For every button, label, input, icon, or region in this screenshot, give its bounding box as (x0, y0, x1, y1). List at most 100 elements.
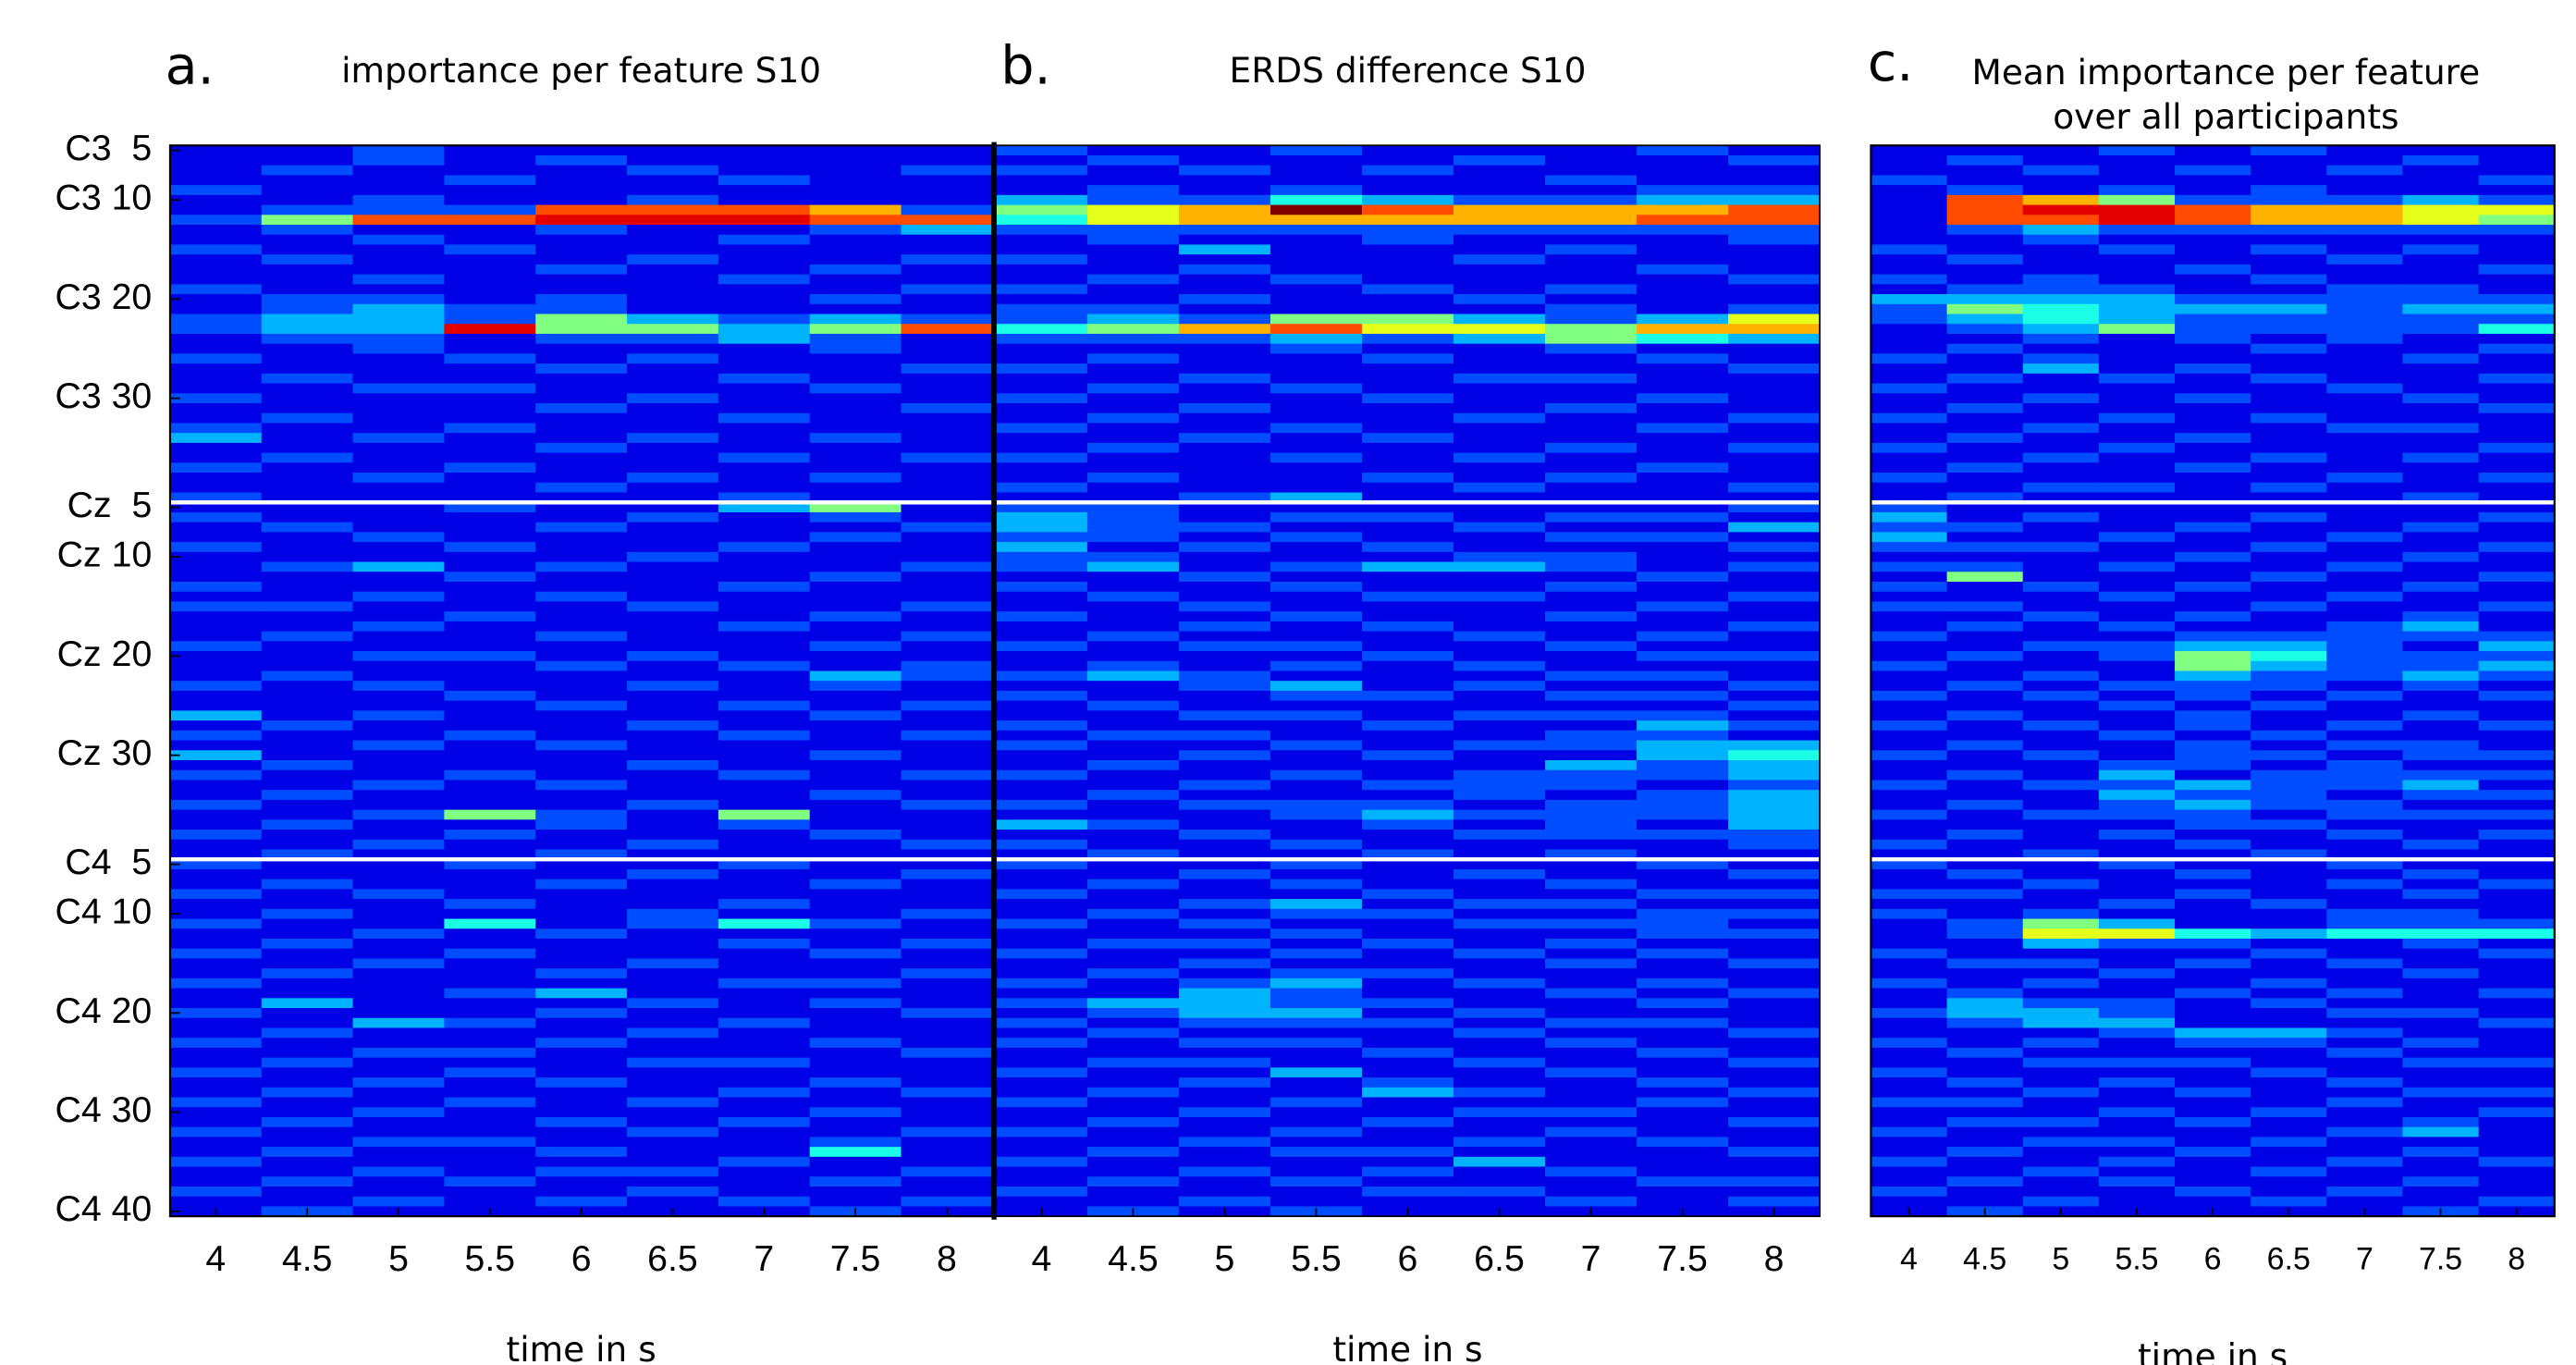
heatmap-cell (2251, 1038, 2328, 1049)
heatmap-cell (627, 1057, 719, 1069)
heatmap-cell (261, 958, 354, 969)
heatmap-cell (901, 968, 994, 979)
heatmap-cell (901, 1017, 994, 1029)
heatmap-cell (995, 1097, 1088, 1108)
heatmap-cell (1871, 324, 1948, 335)
heatmap-cell (261, 918, 354, 929)
heatmap-cell (2326, 799, 2404, 811)
heatmap-cell (1361, 333, 1454, 345)
heatmap-cell (901, 780, 994, 791)
heatmap-cell (2478, 473, 2556, 484)
heatmap-cell (2098, 373, 2176, 385)
heatmap-cell (1871, 1107, 1948, 1118)
heatmap-cell (1728, 730, 1821, 742)
heatmap-cell (261, 572, 354, 583)
heatmap-cell (1545, 1027, 1638, 1039)
heatmap-cell (2175, 225, 2251, 236)
heatmap-cell (444, 908, 536, 920)
heatmap-cell (809, 452, 902, 464)
heatmap-cell (1270, 473, 1363, 484)
heatmap-cell (1178, 1187, 1271, 1198)
heatmap-cell (2175, 1057, 2251, 1069)
heatmap-cell (1270, 690, 1363, 702)
heatmap-cell (2402, 363, 2480, 375)
heatmap-cell (2402, 769, 2480, 781)
heatmap-cell (627, 482, 719, 494)
heatmap-cell (2175, 502, 2251, 513)
heatmap-cell (1361, 1057, 1454, 1069)
heatmap-cell (535, 1126, 628, 1138)
heatmap-cell (1453, 868, 1546, 880)
heatmap-cell (1086, 879, 1180, 891)
heatmap-cell (535, 561, 628, 572)
heatmap-cell (1637, 254, 1729, 265)
heatmap-cell (1637, 1116, 1729, 1128)
heatmap-cell (444, 383, 536, 395)
heatmap-cell (1270, 314, 1363, 325)
heatmap-cell (2098, 1137, 2176, 1148)
heatmap-cell (2098, 1057, 2176, 1069)
heatmap-cells (169, 145, 994, 1217)
heatmap-cell (2251, 968, 2328, 979)
heatmap-cell (2251, 581, 2328, 593)
heatmap-cell (1946, 473, 2024, 484)
heatmap-cell (1946, 750, 2024, 761)
heatmap-cell (1270, 1107, 1363, 1118)
heatmap-cell (2326, 700, 2404, 712)
heatmap-cell (995, 1187, 1088, 1198)
heatmap-cell (2478, 154, 2556, 166)
heatmap-cell (2098, 968, 2176, 979)
heatmap-cell (995, 532, 1088, 543)
heatmap-cell (1178, 1196, 1271, 1208)
heatmap-cell (1453, 621, 1546, 633)
heatmap-cell (2478, 759, 2556, 771)
heatmap-cell (261, 799, 354, 811)
heatmap-cell (1178, 750, 1271, 761)
heatmap-cell (261, 204, 354, 216)
heatmap-cell (1178, 1087, 1271, 1099)
heatmap-cell (1270, 185, 1363, 196)
heatmap-cell (718, 1147, 811, 1158)
heatmap-cell (261, 868, 354, 880)
heatmap-cell (627, 958, 719, 969)
heatmap-cell (901, 194, 994, 206)
heatmap-cell (718, 849, 811, 860)
heatmap-cell (1728, 433, 1821, 444)
heatmap-cell (901, 631, 994, 643)
heatmap-cell (535, 978, 628, 990)
heatmap-cell (1946, 274, 2024, 286)
heatmap-cell (901, 522, 994, 534)
heatmap-cell (2478, 1196, 2556, 1208)
heatmap-cell (2251, 631, 2328, 643)
heatmap-cell (995, 720, 1088, 732)
heatmap-cell (352, 462, 446, 473)
heatmap-cell (718, 412, 811, 424)
heatmap-cell (2402, 433, 2480, 444)
heatmap-cell (1086, 274, 1180, 286)
heatmap-cell (535, 780, 628, 791)
heatmap-cell (2326, 1147, 2404, 1158)
heatmap-cell (1871, 601, 1948, 612)
heatmap-cell (2326, 522, 2404, 534)
heatmap-cell (1545, 670, 1638, 682)
heatmap-cell (1270, 591, 1363, 603)
heatmap-cell (718, 204, 811, 216)
heatmap-cell (995, 849, 1088, 860)
heatmap-cell (1728, 412, 1821, 424)
heatmap-cell (1728, 740, 1821, 751)
heatmap-cell (2478, 918, 2556, 929)
heatmap-cell (995, 899, 1088, 910)
heatmap-cell (1871, 938, 1948, 950)
heatmap-cell (352, 621, 446, 633)
heatmap-cell (1637, 551, 1729, 563)
heatmap-cell (1178, 918, 1271, 929)
heatmap-cell (2251, 284, 2328, 295)
heatmap-cell (1946, 611, 2024, 622)
heatmap-cell (1453, 442, 1546, 454)
heatmap-cell (718, 1196, 811, 1208)
heatmap-cell (1270, 383, 1363, 395)
heatmap-cell (1178, 403, 1271, 414)
heatmap-cell (2402, 720, 2480, 732)
heatmap-cell (1728, 442, 1821, 454)
heatmap-cell (352, 522, 446, 534)
